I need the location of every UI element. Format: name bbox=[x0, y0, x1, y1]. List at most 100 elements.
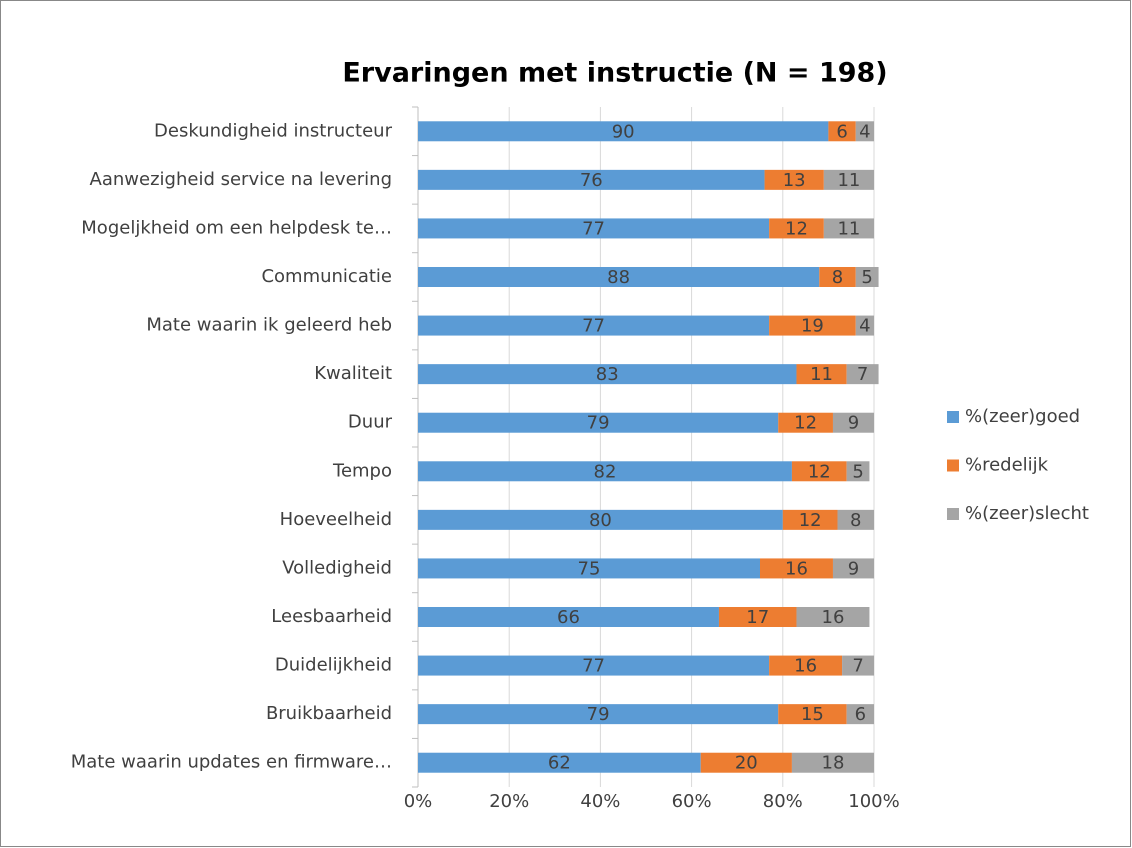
bar-segment bbox=[418, 267, 820, 287]
data-label: 8 bbox=[832, 267, 843, 288]
data-label: 83 bbox=[596, 364, 619, 385]
y-tick-label: Mate waarin ik geleerd heb bbox=[146, 315, 392, 336]
x-tick-label: 40% bbox=[580, 791, 620, 812]
bar-segment bbox=[819, 267, 856, 287]
legend-label: %redelijk bbox=[965, 455, 1049, 476]
data-label: 5 bbox=[861, 267, 872, 288]
data-label: 76 bbox=[580, 170, 603, 191]
y-tick-label: Duidelijkheid bbox=[275, 655, 392, 676]
bar-segment bbox=[855, 121, 874, 142]
data-label: 79 bbox=[587, 704, 610, 725]
data-label: 12 bbox=[785, 218, 808, 239]
legend-swatch bbox=[947, 411, 959, 423]
y-tick-label: Aanwezigheid service na levering bbox=[90, 169, 392, 190]
bar-segment bbox=[846, 461, 870, 482]
data-label: 16 bbox=[822, 607, 845, 628]
bar-segment bbox=[700, 752, 792, 773]
data-label: 66 bbox=[557, 607, 580, 628]
data-label: 18 bbox=[822, 753, 845, 774]
y-tick-label: Volledigheid bbox=[282, 557, 392, 578]
bar-segment bbox=[832, 558, 874, 579]
data-label: 17 bbox=[746, 607, 769, 628]
data-label: 77 bbox=[582, 656, 605, 677]
x-tick-label: 0% bbox=[404, 791, 433, 812]
legend-label: %(zeer)goed bbox=[965, 406, 1080, 427]
legend-swatch bbox=[947, 459, 959, 472]
data-label: 5 bbox=[852, 461, 863, 482]
data-label: 8 bbox=[850, 510, 861, 531]
data-label: 12 bbox=[794, 413, 817, 434]
bar-segment bbox=[418, 364, 797, 385]
bar-segment bbox=[769, 655, 843, 676]
bar-segment bbox=[796, 364, 847, 385]
bar-segment bbox=[823, 218, 874, 239]
bar-segment bbox=[846, 704, 874, 725]
data-label: 12 bbox=[799, 510, 822, 531]
bar-segment bbox=[418, 558, 760, 579]
y-tick-label: Mogeljkheid om een helpdesk te… bbox=[81, 217, 392, 238]
bar-segment bbox=[418, 315, 770, 336]
bar-segment bbox=[855, 267, 879, 287]
data-label: 13 bbox=[783, 170, 806, 191]
data-label: 4 bbox=[859, 316, 870, 337]
data-label: 19 bbox=[801, 316, 824, 337]
bar-segment bbox=[846, 364, 879, 385]
bar-segment bbox=[418, 509, 783, 530]
bar-segment bbox=[418, 607, 719, 627]
data-label: 11 bbox=[810, 364, 833, 385]
bar-segment bbox=[778, 704, 847, 725]
bar-segment bbox=[842, 655, 874, 676]
data-label: 20 bbox=[735, 753, 758, 774]
x-tick-label: 80% bbox=[763, 791, 803, 812]
y-tick-label: Leesbaarheid bbox=[271, 606, 392, 627]
bar-segment bbox=[760, 558, 833, 579]
data-label: 7 bbox=[852, 656, 863, 677]
x-tick-label: 20% bbox=[489, 791, 529, 812]
data-label: 12 bbox=[808, 461, 831, 482]
data-label: 82 bbox=[594, 461, 617, 482]
bar-segment bbox=[418, 461, 792, 482]
bar-segment bbox=[418, 704, 779, 725]
data-label: 11 bbox=[837, 218, 860, 239]
data-label: 6 bbox=[855, 704, 866, 725]
y-tick-label: Duur bbox=[348, 412, 393, 433]
bar-segment bbox=[764, 169, 824, 190]
bar-segment bbox=[418, 412, 779, 433]
data-label: 77 bbox=[582, 218, 605, 239]
data-label: 7 bbox=[857, 364, 868, 385]
y-tick-label: Bruikbaarheid bbox=[266, 703, 392, 724]
data-label: 77 bbox=[582, 316, 605, 337]
x-tick-label: 60% bbox=[672, 791, 712, 812]
y-tick-label: Hoeveelheid bbox=[280, 509, 392, 530]
data-label: 88 bbox=[607, 267, 630, 288]
bar-segment bbox=[823, 169, 874, 190]
data-label: 90 bbox=[612, 121, 635, 142]
x-tick-label: 100% bbox=[848, 791, 899, 812]
bar-segment bbox=[837, 509, 874, 530]
data-label: 79 bbox=[587, 413, 610, 434]
data-label: 4 bbox=[859, 121, 870, 142]
data-label: 9 bbox=[848, 558, 859, 579]
bar-segment bbox=[782, 509, 838, 530]
data-label: 15 bbox=[801, 704, 824, 725]
bar-segment bbox=[418, 218, 770, 239]
bar-segment bbox=[832, 412, 874, 433]
bar-segment bbox=[791, 461, 847, 482]
bar-segment bbox=[718, 607, 797, 627]
bar-segment bbox=[769, 218, 824, 239]
data-label: 80 bbox=[589, 510, 612, 531]
bar-segment bbox=[828, 121, 856, 142]
data-label: 62 bbox=[548, 753, 571, 774]
bar-segment bbox=[418, 752, 701, 773]
y-tick-label: Communicatie bbox=[261, 266, 392, 287]
bar-segment bbox=[418, 655, 770, 676]
y-tick-label: Mate waarin updates en firmware… bbox=[71, 752, 392, 773]
chart-title: Ervaringen met instructie (N = 198) bbox=[342, 58, 887, 89]
bar-segment bbox=[418, 121, 829, 142]
y-tick-label: Kwaliteit bbox=[314, 363, 392, 384]
data-label: 16 bbox=[794, 656, 817, 677]
bar-segment bbox=[769, 315, 856, 336]
data-label: 9 bbox=[848, 413, 859, 434]
